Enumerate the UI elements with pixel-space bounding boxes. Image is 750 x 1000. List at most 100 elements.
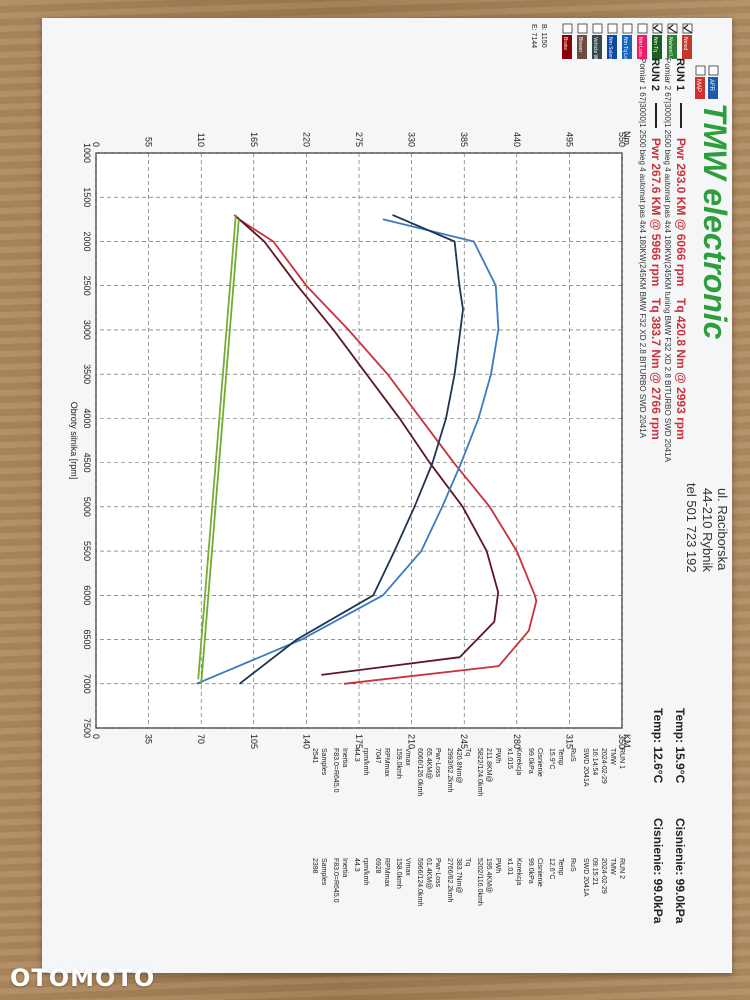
stats-row-value: F83.0=R645.0 xyxy=(332,858,339,903)
legend-item[interactable]: Nwheel Loss xyxy=(667,23,678,66)
legend-checkbox[interactable] xyxy=(607,23,618,34)
x-tick-label: 2500 xyxy=(82,276,92,296)
dyno-printout: TMW electronic ul. Raciborska 44-210 Ryb… xyxy=(69,23,732,924)
stats-row-value: 99.0kPa xyxy=(527,748,534,774)
stats-row-label: Inertia xyxy=(341,748,348,768)
legend-item[interactable]: Brake xyxy=(562,23,573,59)
x-tick-label: 7000 xyxy=(82,674,92,694)
x-tick-label: 7500 xyxy=(82,718,92,738)
legend-item[interactable]: Nm Tq xyxy=(652,23,663,59)
stats-row-label: Vmax xyxy=(404,748,411,766)
legend-checkbox[interactable] xyxy=(577,23,588,34)
run2-desc: Pomiar 1 67|3000|1 2500 bieg 4 automat p… xyxy=(638,58,647,439)
stats-row-value: 99.0kPa xyxy=(527,858,534,884)
x-tick-label: 2000 xyxy=(82,231,92,251)
legend-label: Nm Loss xyxy=(637,37,643,57)
stats-row-label: Pwr-Loss xyxy=(434,858,441,888)
x-tick-label: 1000 xyxy=(82,143,92,163)
stats-row-value: 12.6°C xyxy=(548,858,556,879)
stats-row-value: 420.8Nm@ xyxy=(455,748,462,784)
legend-swatch xyxy=(622,35,632,59)
legend-swatch xyxy=(652,35,662,59)
y-left-tick-label: 385 xyxy=(459,132,469,147)
stats-row-value: 195.4KM@ xyxy=(485,858,492,893)
stats-header-cell: RUN 2 xyxy=(618,858,625,879)
y-right-tick-label: 280 xyxy=(512,734,522,749)
address-street: ul. Raciborska xyxy=(715,488,730,571)
y-left-axis-label: Nm xyxy=(622,131,632,145)
legend-item[interactable]: Nmod xyxy=(682,23,693,59)
y-right-tick-label: 140 xyxy=(301,734,311,749)
y-right-tick-label: 105 xyxy=(249,734,259,749)
stats-row-label: Pwr-Loss xyxy=(434,748,441,778)
x-tick-label: 4000 xyxy=(82,408,92,428)
stats-header-cell: 16:14:54 xyxy=(591,748,598,775)
legend-swatch xyxy=(682,35,692,59)
legend-item[interactable]: Blower xyxy=(577,23,588,59)
stats-row-value: x1.01 xyxy=(506,858,513,875)
x-tick-label: 6500 xyxy=(82,630,92,650)
x-tick-label: 5500 xyxy=(82,541,92,561)
temp-run2: Temp: 12.6°C xyxy=(651,708,665,784)
address-city: 44-210 Rybnik xyxy=(700,488,715,572)
stats-row-value: 2766/62.2kmh xyxy=(446,858,453,902)
stats-row-label: Tq xyxy=(464,748,471,756)
legend-checkbox[interactable] xyxy=(652,23,663,34)
extra-legend-item[interactable]: MAP xyxy=(695,65,706,99)
stats-row-value: 61.4KM@ xyxy=(425,858,432,889)
stats-row-value: 44.3 xyxy=(353,858,360,872)
stats-row-label: RPMmax xyxy=(383,748,390,777)
legend-checkbox[interactable] xyxy=(695,65,706,76)
stats-row-label: Vmax xyxy=(404,858,411,876)
otomoto-watermark: OTOMOTO xyxy=(10,964,156,992)
check-icon xyxy=(667,24,678,34)
legend-item[interactable]: Nm Loss xyxy=(637,23,648,59)
stats-header-cell: 09:15:21 xyxy=(591,858,598,885)
legend-item[interactable]: Vehicle Wh xyxy=(592,23,603,62)
stats-row-label: rpm/kmh xyxy=(362,748,369,775)
stats-row-label: Samples xyxy=(320,748,327,776)
extra-legend-item[interactable]: AFR xyxy=(708,65,719,99)
legend-item[interactable]: Nm Solenoid xyxy=(607,23,618,66)
stats-row-label: PWh xyxy=(494,858,501,873)
run1-torque: Tq 420.8 Nm @ 2993 rpm xyxy=(674,298,688,440)
run2-label: RUN 2 xyxy=(649,58,661,91)
legend-checkbox[interactable] xyxy=(562,23,573,34)
legend-swatch xyxy=(577,35,587,59)
stats-row-value: 158.0kmh xyxy=(395,858,402,889)
stats-row-value: 6066/126.0kmh xyxy=(416,748,423,796)
temp-run1: Temp: 15.9°C xyxy=(673,708,687,784)
y-left-tick-label: 330 xyxy=(407,132,417,147)
y-right-axis-label: KM xyxy=(622,734,632,748)
y-right-tick-label: 210 xyxy=(407,734,417,749)
pressure-run1: Cisnienie: 99.0kPa xyxy=(673,818,687,924)
legend-checkbox[interactable] xyxy=(622,23,633,34)
legend-checkbox[interactable] xyxy=(708,65,719,76)
legend-checkbox[interactable] xyxy=(667,23,678,34)
stats-header-cell: 2024-02-29 xyxy=(600,858,607,894)
logo-text: TMW electronic xyxy=(697,103,732,340)
stats-row-label: Inertia xyxy=(341,858,348,878)
legend-label: Nm Tq Loss xyxy=(622,37,628,64)
legend-swatch xyxy=(592,35,602,59)
y-right-tick-label: 350 xyxy=(617,734,627,749)
stats-row-value: F83.0=R645.0 xyxy=(332,748,339,793)
legend-swatch xyxy=(695,77,705,99)
legend-label: Blower xyxy=(577,37,583,53)
legend-label: Nwheel Loss xyxy=(667,37,673,66)
y-left-tick-label: 55 xyxy=(144,137,154,147)
stats-row-value: x1.015 xyxy=(506,748,513,769)
stats-row-label: RuS xyxy=(569,858,576,872)
check-icon xyxy=(652,24,663,34)
x-tick-label: 3000 xyxy=(82,320,92,340)
y-left-tick-label: 440 xyxy=(512,132,522,147)
legend-checkbox[interactable] xyxy=(592,23,603,34)
legend-swatch xyxy=(562,35,572,59)
legend-strip: Nmod Nwheel Loss Nm Tq Nm Loss Nm Tq Loss Nm … xyxy=(530,23,719,99)
stats-header-cell: RUN 1 xyxy=(618,748,625,769)
stats-row-value: 5966/124.0kmh xyxy=(416,858,423,906)
legend-item[interactable]: Nm Tq Loss xyxy=(622,23,633,64)
run2-power: Pwr 267.6 KM @ 5966 rpm xyxy=(649,138,663,286)
legend-checkbox[interactable] xyxy=(637,23,648,34)
